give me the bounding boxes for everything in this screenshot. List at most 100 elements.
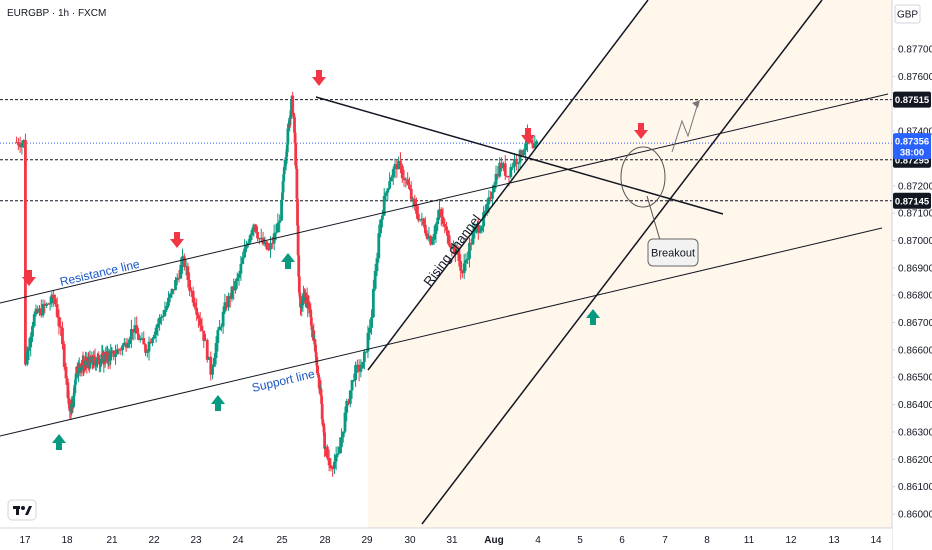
candle-body (375, 258, 379, 271)
y-tick-label: 0.87000 (898, 236, 932, 247)
buy-arrow-marker (211, 395, 225, 411)
channel-lower-line[interactable] (421, 0, 823, 525)
candle-body (117, 349, 121, 351)
projection-path (671, 102, 699, 153)
breakout-callout-box (647, 238, 699, 267)
descending-trendline[interactable] (315, 96, 724, 215)
candle-body (189, 290, 193, 292)
candle-body (397, 160, 401, 170)
candle-body (491, 192, 494, 199)
candle-body (478, 230, 482, 233)
candle-body (295, 168, 299, 199)
x-tick-label: 5 (577, 535, 583, 546)
x-tick-label: 21 (106, 535, 118, 546)
candle-body (24, 140, 27, 365)
candle-body (388, 181, 392, 189)
candle-body (232, 286, 236, 291)
candle-body (195, 307, 199, 315)
candle-body (174, 279, 177, 291)
candle-body (97, 355, 101, 364)
time-scale[interactable]: 17 18 21 22 23 24 25 28 29 30 31 Aug 4 5 6 7 8 11 12 13 14 (0, 527, 892, 550)
candle-body (380, 215, 384, 220)
candle-body (321, 424, 325, 427)
candle-body (114, 354, 117, 357)
y-tick-label: 0.87200 (898, 181, 932, 192)
candle-body (416, 213, 420, 221)
logo-badge (7, 499, 37, 521)
candle-body (154, 327, 158, 335)
candle-body (124, 342, 128, 348)
candle-body (93, 357, 97, 363)
candle-body (502, 163, 505, 169)
projection-arrowhead (692, 100, 700, 108)
chart-title: EURGBP · 1h · FXCM (7, 8, 106, 19)
candle-body (70, 404, 74, 414)
candle-body (395, 164, 399, 170)
candle-body (341, 431, 345, 438)
candle-body (259, 237, 263, 239)
candle-body (172, 288, 176, 291)
resistance-trendline[interactable] (0, 93, 889, 304)
buy-arrow-marker (52, 434, 66, 450)
candle-body (82, 364, 86, 370)
breakout-callout[interactable]: Breakout (647, 238, 699, 267)
candle-body (408, 184, 411, 189)
candle-body (514, 158, 518, 164)
candle-body (423, 224, 427, 234)
candle-body (361, 362, 365, 369)
candle-body (480, 226, 484, 231)
candle-body (411, 198, 415, 200)
candle-body (286, 128, 290, 145)
candle-body (303, 298, 307, 301)
candle-body (246, 242, 250, 246)
candle-body (340, 437, 343, 447)
price-scale[interactable]: GBP 0.860000.861000.862000.863000.864000… (891, 0, 932, 550)
x-tick-label: 30 (404, 535, 416, 546)
candle-body (158, 317, 162, 324)
candle-body (209, 356, 213, 375)
y-tick-label: 0.86400 (898, 400, 932, 411)
candle-layer (15, 91, 539, 477)
candle-body (92, 356, 96, 358)
candle-body (321, 419, 325, 425)
candle-body (446, 230, 450, 244)
candle-body (121, 345, 124, 351)
support-trendline[interactable] (0, 227, 883, 437)
candle-body (366, 332, 370, 352)
candle-body (469, 242, 473, 245)
candle-body (482, 212, 485, 227)
candle-body (492, 184, 496, 193)
candle-body (516, 162, 520, 164)
candle-body (167, 297, 170, 306)
candle-body (400, 165, 404, 179)
candle-body (384, 192, 388, 196)
y-tick-label: 0.87400 (898, 127, 932, 138)
candle-body (406, 179, 410, 185)
candle-body (309, 317, 313, 326)
y-tick-label: 0.86600 (898, 345, 932, 356)
candle-body (509, 167, 513, 177)
current-price-pill (893, 133, 931, 160)
candle-body (320, 395, 323, 404)
candle-body (448, 243, 452, 247)
channel-upper-line[interactable] (367, 0, 649, 371)
candle-body (445, 226, 448, 231)
candle-body (267, 249, 271, 251)
x-tick-label: 17 (19, 535, 31, 546)
candle-body (83, 365, 87, 367)
breakout-circle[interactable] (620, 146, 666, 208)
candle-body (50, 294, 54, 304)
candle-body (29, 336, 33, 348)
candle-body (393, 164, 397, 170)
candle-body (149, 341, 153, 344)
candle-body (371, 288, 375, 318)
candle-body (418, 219, 422, 221)
candle-body (256, 231, 259, 239)
candle-body (345, 400, 349, 413)
candle-body (241, 257, 245, 264)
breakout-pointer (646, 195, 661, 241)
candle-body (459, 261, 463, 271)
candle-body (79, 368, 83, 371)
